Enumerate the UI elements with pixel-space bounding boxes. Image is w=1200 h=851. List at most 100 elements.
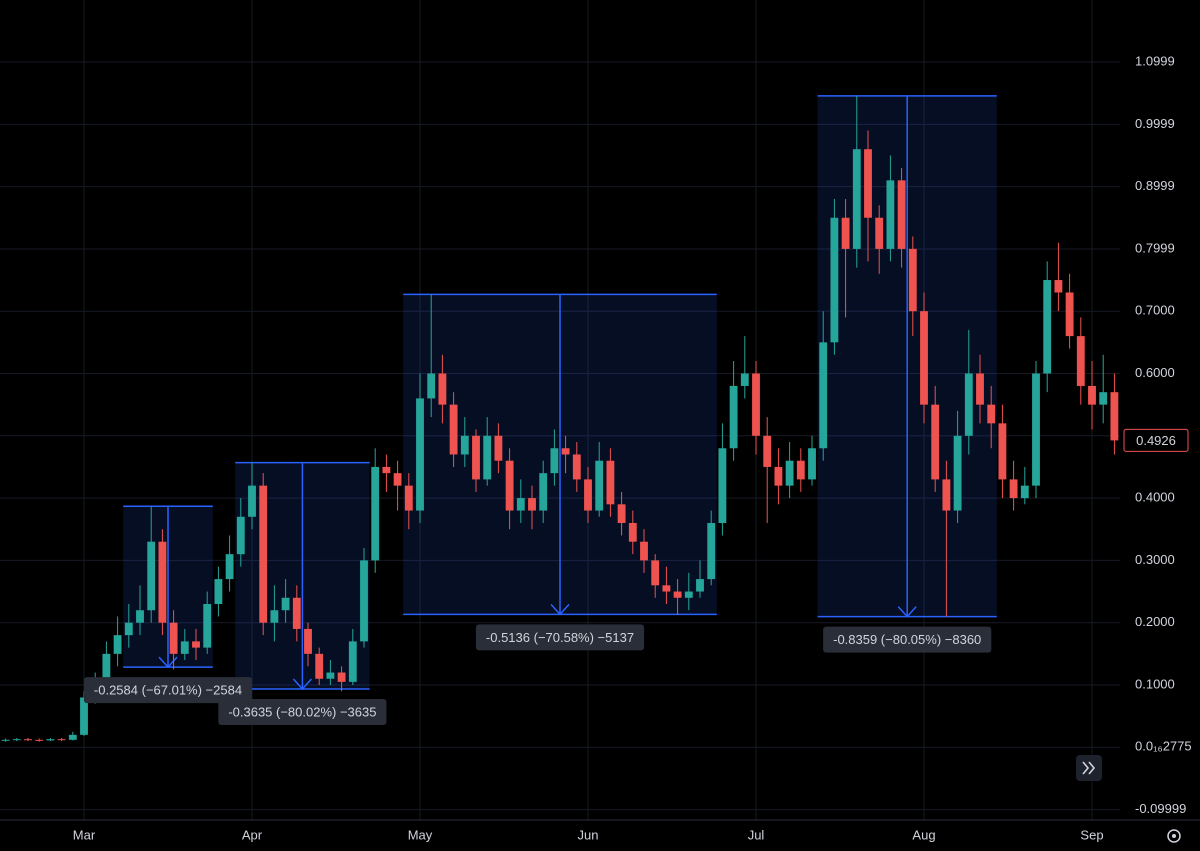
candle-body — [852, 149, 861, 249]
measure-label: -0.8359 (−80.05%) −8360 — [833, 632, 981, 647]
y-tick-label: 1.0999 — [1135, 53, 1175, 68]
candle-body — [875, 217, 884, 249]
candle-body — [438, 373, 447, 405]
candle-body — [494, 435, 503, 461]
candle-body — [1076, 336, 1085, 386]
candle-body — [192, 641, 200, 648]
candle-body — [808, 448, 816, 480]
candle-body — [483, 435, 492, 480]
x-tick-label: Mar — [73, 827, 96, 842]
candle-body — [539, 473, 548, 511]
candle-body — [796, 460, 805, 480]
measure-label: -0.2584 (−67.01%) −2584 — [94, 683, 242, 698]
settings-icon — [1172, 834, 1176, 838]
candle-body — [729, 385, 738, 449]
candle-body — [976, 373, 984, 405]
candle-body — [147, 541, 156, 611]
candle-body — [1099, 392, 1108, 405]
measurements — [123, 95, 997, 691]
candle-body — [1088, 385, 1096, 405]
x-tick-label: Jun — [578, 827, 599, 842]
candle-body — [180, 641, 189, 654]
candle-body — [673, 591, 682, 598]
candle-body — [270, 610, 279, 623]
x-tick-label: Aug — [912, 827, 935, 842]
candle-body — [774, 466, 783, 486]
candle-body — [931, 404, 940, 480]
candle-body — [416, 398, 424, 511]
measure-label-bg — [83, 677, 253, 704]
candle-body — [628, 523, 637, 542]
candle-body — [57, 739, 66, 741]
scroll-icon — [1082, 761, 1096, 775]
y-tick-label: 0.8999 — [1135, 178, 1175, 193]
candle-body — [124, 622, 133, 636]
candle-body — [886, 180, 895, 249]
candles — [1, 95, 1119, 742]
candle-body — [964, 373, 973, 436]
candle-body — [1110, 392, 1119, 441]
candle-body — [785, 460, 794, 486]
measure-label-bg — [475, 624, 645, 651]
settings-button[interactable] — [1167, 829, 1181, 843]
measure-label-bg — [218, 699, 387, 726]
candle-body — [1054, 280, 1063, 293]
candle-body — [236, 516, 245, 555]
candle-body — [528, 498, 536, 511]
candle-body — [920, 311, 928, 405]
candle-body — [427, 373, 436, 399]
candle-body — [292, 597, 301, 629]
candle-body — [393, 473, 402, 486]
measure-label: -0.5136 (−70.58%) −5137 — [486, 630, 634, 645]
candle-body — [908, 248, 917, 312]
candle-body — [684, 591, 693, 598]
candle-body — [572, 454, 581, 480]
y-tick-label: 0.0₁₆2775 — [1135, 739, 1192, 754]
candle-body — [718, 448, 727, 524]
labels: -0.09999 0.0₁₆2775 0.1000 0.2000 0.3000 0.400… — [73, 53, 1192, 842]
last-price-tag — [1123, 428, 1189, 452]
candle-body — [404, 485, 413, 511]
candle-body — [113, 635, 122, 654]
candle-body — [460, 435, 469, 455]
candle-body — [136, 610, 144, 623]
candle-body — [1020, 485, 1029, 499]
y-tick-label: -0.09999 — [1135, 801, 1186, 816]
candle-body — [35, 739, 44, 741]
candle-body — [360, 560, 368, 642]
candle-body — [617, 504, 626, 524]
measure-arrow-head — [550, 603, 570, 616]
candle-body — [449, 404, 458, 455]
candle-body — [259, 485, 268, 623]
candle-body — [651, 560, 660, 586]
candle-body — [68, 734, 77, 740]
candle-body — [561, 448, 570, 455]
x-tick-label: Sep — [1080, 827, 1103, 842]
y-tick-label: 0.3000 — [1135, 552, 1175, 567]
candle-body — [348, 641, 357, 682]
candle-body — [696, 579, 704, 592]
candle-body — [640, 541, 648, 561]
candle-body — [12, 739, 21, 741]
candle-body — [80, 697, 88, 735]
candle-body — [371, 466, 380, 561]
last-price-label: 0.4926 — [1136, 433, 1176, 448]
candle-body — [830, 217, 839, 343]
candle-body — [707, 523, 716, 580]
candle-body — [326, 672, 335, 679]
candle-body — [953, 435, 962, 511]
candle-body — [763, 435, 772, 467]
candle-body — [169, 622, 178, 654]
candle-body — [203, 604, 212, 648]
candle-body — [214, 579, 223, 605]
x-tick-label: Jul — [748, 827, 765, 842]
candle-body — [248, 485, 256, 517]
candle-body — [472, 435, 480, 480]
candle-body — [897, 180, 906, 249]
measure-label-bg — [823, 626, 992, 653]
candle-body — [550, 448, 559, 474]
candle-body — [584, 479, 592, 511]
x-tick-label: Apr — [242, 827, 263, 842]
